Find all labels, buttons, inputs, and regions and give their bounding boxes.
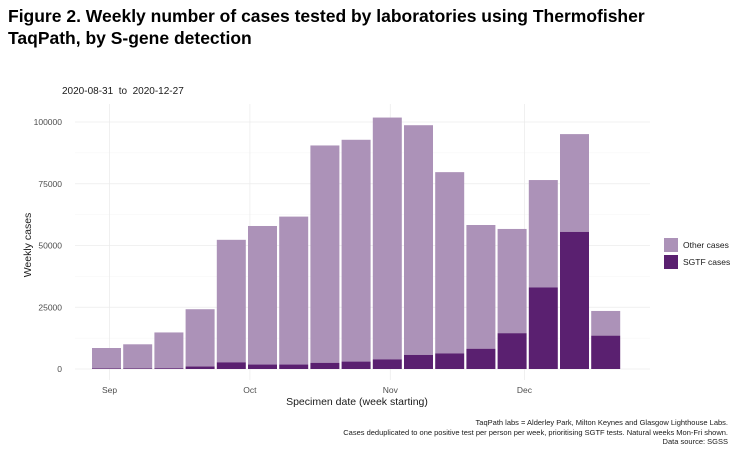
bar-other-cases bbox=[310, 145, 340, 363]
bar-sgtf-cases bbox=[154, 368, 184, 369]
bar-sgtf-cases bbox=[310, 362, 340, 369]
bar-sgtf-cases bbox=[372, 359, 402, 369]
x-tick-label: Dec bbox=[517, 385, 533, 395]
date-range: 2020-08-31 to 2020-12-27 bbox=[62, 86, 184, 97]
footnote-source: Data source: SGSS bbox=[662, 437, 728, 446]
y-tick-label: 25000 bbox=[38, 302, 62, 312]
bar-sgtf-cases bbox=[497, 333, 527, 369]
x-tick-label: Oct bbox=[243, 385, 257, 395]
bar-other-cases bbox=[154, 332, 184, 369]
legend-item-sgtf: SGTF cases bbox=[664, 253, 730, 270]
legend-label-sgtf: SGTF cases bbox=[683, 256, 731, 267]
footnotes: TaqPath labs = Alderley Park, Milton Key… bbox=[343, 418, 728, 447]
bar-sgtf-cases bbox=[528, 287, 558, 369]
bar-sgtf-cases bbox=[279, 364, 309, 369]
bar-sgtf-cases bbox=[185, 366, 215, 369]
x-tick-label: Nov bbox=[383, 385, 399, 395]
y-tick-label: 75000 bbox=[38, 179, 62, 189]
bar-sgtf-cases bbox=[435, 353, 465, 369]
bar-other-cases bbox=[92, 348, 121, 369]
bar-other-cases bbox=[435, 172, 465, 354]
x-tick-label: Sep bbox=[102, 385, 117, 395]
figure-title: Figure 2. Weekly number of cases tested … bbox=[8, 5, 728, 49]
y-axis-title: Weekly cases bbox=[22, 213, 34, 278]
bar-other-cases bbox=[341, 139, 371, 362]
legend-swatch-other bbox=[664, 237, 678, 252]
bar-sgtf-cases bbox=[466, 348, 496, 369]
legend-item-other: Other cases bbox=[664, 236, 730, 253]
bar-other-cases bbox=[123, 344, 153, 369]
legend-swatch-sgtf bbox=[664, 254, 678, 269]
bar-other-cases bbox=[591, 310, 621, 336]
y-axis-ticks: 0 25000 50000 75000 100000 bbox=[34, 117, 63, 374]
bar-other-cases bbox=[185, 309, 215, 367]
footnote-dedup: Cases deduplicated to one positive test … bbox=[343, 427, 728, 437]
y-tick-label: 50000 bbox=[38, 241, 62, 251]
bar-other-cases bbox=[560, 134, 589, 232]
y-tick-label: 0 bbox=[57, 364, 62, 374]
bars bbox=[92, 117, 621, 369]
bar-other-cases bbox=[372, 117, 402, 360]
bar-sgtf-cases bbox=[591, 335, 621, 369]
bar-sgtf-cases bbox=[248, 364, 277, 369]
x-axis-ticks: Sep Oct Nov Dec bbox=[102, 385, 533, 395]
legend-label-other: Other cases bbox=[683, 239, 729, 250]
x-axis-title: Specimen date (week starting) bbox=[286, 396, 428, 408]
bar-other-cases bbox=[466, 224, 496, 349]
bar-sgtf-cases bbox=[341, 361, 371, 369]
bar-sgtf-cases bbox=[216, 362, 246, 369]
figure-title-line1: Figure 2. Weekly number of cases tested … bbox=[8, 6, 645, 26]
bar-sgtf-cases bbox=[560, 231, 589, 369]
bar-other-cases bbox=[404, 125, 433, 355]
y-tick-label: 100000 bbox=[34, 117, 63, 127]
bar-sgtf-cases bbox=[404, 354, 433, 369]
bar-other-cases bbox=[216, 239, 246, 363]
bar-other-cases bbox=[497, 228, 527, 334]
figure-title-line2: TaqPath, by S-gene detection bbox=[8, 28, 252, 48]
bar-other-cases bbox=[528, 180, 558, 288]
footnote-labs: TaqPath labs = Alderley Park, Milton Key… bbox=[475, 418, 728, 427]
legend: Other cases SGTF cases bbox=[664, 236, 730, 270]
bar-other-cases bbox=[279, 216, 309, 365]
bar-other-cases bbox=[248, 225, 277, 365]
